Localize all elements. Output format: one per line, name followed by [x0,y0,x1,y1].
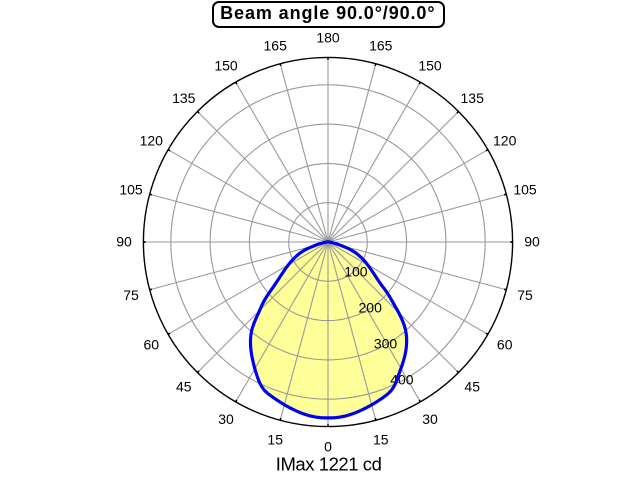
svg-text:60: 60 [497,336,513,352]
svg-text:105: 105 [513,182,537,198]
svg-text:30: 30 [218,411,234,427]
svg-text:90: 90 [524,234,540,250]
svg-text:IMax 1221 cd: IMax 1221 cd [276,453,382,474]
svg-text:180: 180 [316,29,340,45]
svg-text:60: 60 [144,336,160,352]
svg-text:15: 15 [267,431,283,447]
svg-text:165: 165 [264,37,288,53]
svg-text:45: 45 [464,379,480,395]
svg-text:120: 120 [493,132,517,148]
svg-text:120: 120 [140,132,164,148]
svg-text:300: 300 [374,335,398,351]
svg-text:45: 45 [176,379,192,395]
svg-text:90: 90 [116,234,132,250]
svg-text:75: 75 [517,287,533,303]
svg-text:0: 0 [324,438,332,454]
svg-text:75: 75 [123,287,139,303]
svg-text:100: 100 [344,263,368,279]
svg-text:165: 165 [369,37,393,53]
svg-text:15: 15 [373,431,389,447]
svg-text:150: 150 [418,58,442,74]
svg-text:150: 150 [214,58,238,74]
svg-text:30: 30 [422,411,438,427]
svg-text:135: 135 [172,90,196,106]
svg-text:200: 200 [359,299,383,315]
svg-text:135: 135 [461,90,485,106]
svg-text:105: 105 [119,182,143,198]
